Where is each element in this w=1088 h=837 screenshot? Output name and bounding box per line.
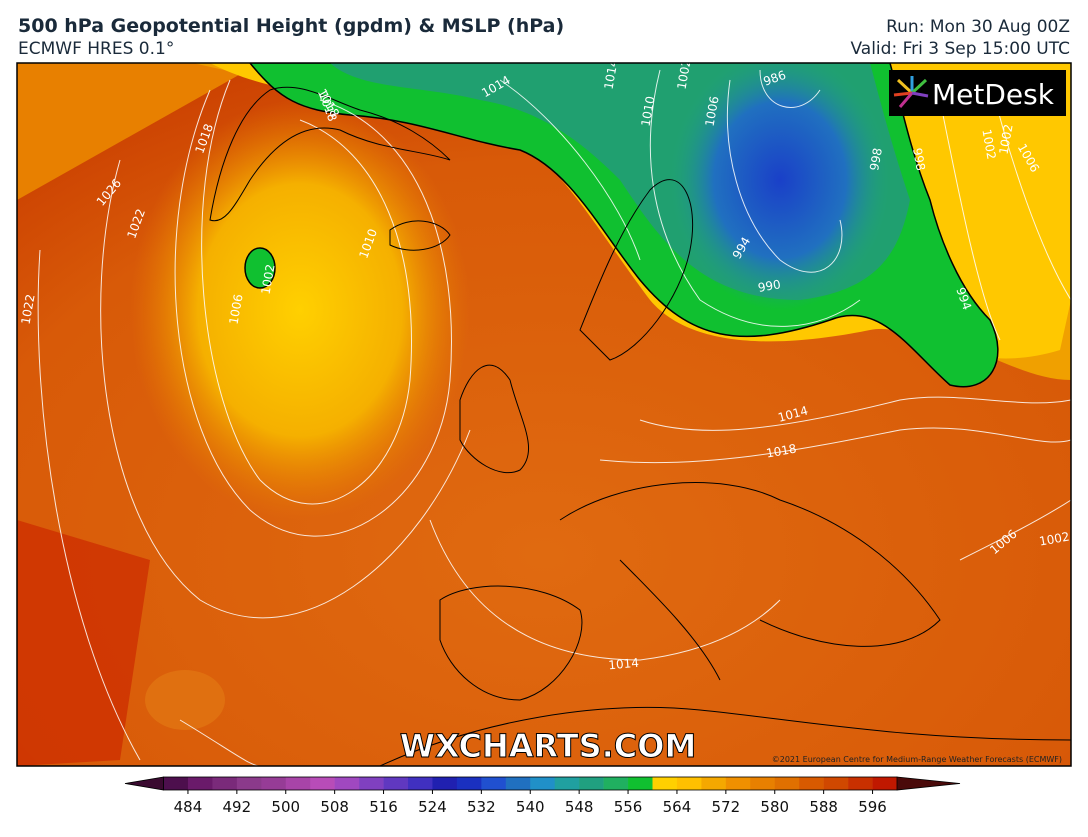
colorbar-segment [432, 777, 458, 790]
run-time: Run: Mon 30 Aug 00Z [886, 17, 1070, 37]
colorbar-segment [481, 777, 507, 790]
colorbar-segment [187, 777, 213, 790]
colorbar-segment [701, 777, 727, 790]
colorbar-tick-label: 564 [663, 798, 692, 816]
colorbar-under [124, 776, 164, 791]
colorbar-tick-label: 580 [760, 798, 789, 816]
subtitle: ECMWF HRES 0.1° [18, 39, 174, 59]
colorbar-segment [505, 777, 531, 790]
contour-label: 1002 [997, 123, 1016, 156]
colorbar-segment [872, 777, 898, 790]
colorbar-segment [848, 777, 873, 790]
map-frame [16, 62, 1072, 767]
contour-label: 990 [757, 277, 782, 295]
colorbar-tick-label: 596 [858, 798, 887, 816]
contour-label: 1006 [227, 293, 246, 326]
coastlines [209, 86, 1071, 766]
colorbar-tick-label: 540 [516, 798, 545, 816]
colorbar-segment [163, 777, 189, 790]
colorbar-segment [579, 777, 604, 790]
colorbar: 484 492 500 508 516 524 532 540 548 556 564 572 580 5… [124, 776, 961, 816]
contour-label: 998 [867, 147, 885, 172]
field-band [145, 670, 225, 730]
colorbar-tick-label: 588 [809, 798, 838, 816]
valid-time: Valid: Fri 3 Sep 15:00 UTC [850, 39, 1070, 59]
colorbar-tick-label: 508 [320, 798, 349, 816]
colorbar-tick-label: 492 [223, 798, 252, 816]
logo-icon [893, 76, 929, 108]
colorbar-segment [383, 777, 409, 790]
colorbar-segment [261, 777, 287, 790]
colorbar-segment [285, 777, 311, 790]
logo-text: MetDesk [932, 78, 1055, 111]
colorbar-tick-label: 556 [614, 798, 643, 816]
contour-label: 1002 [675, 58, 694, 91]
colorbar-segment [725, 777, 751, 790]
contour-label: 1014 [608, 656, 640, 673]
contour-label: 1002 [259, 263, 278, 296]
contour-label: 1006 [703, 95, 722, 128]
colorbar-segment [652, 777, 678, 790]
colorbar-segment [799, 777, 824, 790]
colorbar-segment [310, 777, 335, 790]
colorbar-segment [456, 777, 482, 790]
map-field: 1014101010061002998994990986101810221026… [17, 58, 1071, 766]
colorbar-segment [750, 777, 776, 790]
colorbar-segment [359, 777, 384, 790]
colorbar-segment [774, 777, 800, 790]
colorbar-segment [676, 777, 702, 790]
colorbar-segment [236, 777, 262, 790]
colorbar-tick-label: 516 [369, 798, 398, 816]
contour-label: 1014 [602, 58, 621, 91]
field-band [130, 100, 470, 520]
colorbar-tick-label: 524 [418, 798, 447, 816]
contour-label: 1022 [19, 293, 38, 326]
contour-label: 1010 [639, 95, 658, 128]
colorbar-segment [823, 777, 849, 790]
colorbar-segment [334, 777, 360, 790]
field-band [17, 63, 150, 766]
colorbar-tick-label: 532 [467, 798, 496, 816]
colorbar-over [896, 776, 961, 791]
field-band [670, 63, 890, 310]
colorbar-segment [554, 777, 580, 790]
field-band [17, 63, 260, 200]
colorbar-segment [603, 777, 629, 790]
colorbar-tick-label: 548 [565, 798, 594, 816]
colorbar-tick-label: 572 [712, 798, 741, 816]
watermark: WXCHARTS.COM [400, 727, 697, 765]
colorbar-segment [408, 777, 433, 790]
colorbar-segment [628, 777, 653, 790]
title: 500 hPa Geopotential Height (gpdm) & MSL… [18, 15, 564, 37]
copyright: ©2021 European Centre for Medium-Range W… [772, 755, 1062, 764]
colorbar-tick-label: 500 [271, 798, 300, 816]
contour-label: 1018 [765, 442, 798, 461]
colorbar-tick-label: 484 [174, 798, 203, 816]
field-band [244, 247, 276, 289]
colorbar-segment [530, 777, 555, 790]
contour-label: 1002 [979, 128, 998, 161]
contour-label: 1002 [1038, 530, 1071, 549]
contour-label: 998 [910, 147, 928, 172]
colorbar-segment [212, 777, 238, 790]
